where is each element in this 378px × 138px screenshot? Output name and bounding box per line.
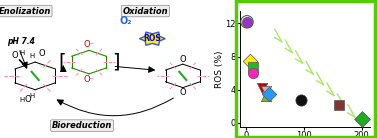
Point: [263, 95, 269, 97]
Y-axis label: ROS (%): ROS (%): [215, 50, 224, 88]
Point: [250, 65, 256, 68]
Point: [244, 21, 250, 23]
Text: O: O: [25, 95, 31, 104]
Text: H: H: [29, 53, 34, 59]
Text: ]: ]: [112, 53, 120, 72]
Text: O⁻: O⁻: [84, 40, 94, 49]
Text: O: O: [180, 55, 186, 64]
Text: Enolization: Enolization: [0, 6, 51, 16]
Point: [250, 72, 256, 74]
Text: Oxidation: Oxidation: [122, 6, 168, 16]
Text: ROS: ROS: [144, 34, 161, 43]
Text: O: O: [180, 88, 186, 97]
Text: H: H: [20, 97, 25, 103]
Point: [259, 87, 265, 89]
Text: H: H: [20, 50, 25, 56]
Text: [: [: [58, 53, 66, 72]
Text: O⁻: O⁻: [84, 75, 94, 84]
Text: Bioreduction: Bioreduction: [52, 121, 112, 130]
Point: [244, 21, 250, 23]
Text: pH 7.4: pH 7.4: [7, 37, 35, 46]
Point: [266, 93, 272, 95]
Point: [298, 99, 304, 101]
Point: [248, 60, 254, 62]
Text: O: O: [12, 51, 19, 60]
Point: [336, 104, 342, 106]
Point: [359, 118, 365, 120]
Point: [263, 90, 269, 92]
Text: O: O: [39, 49, 45, 58]
Text: H: H: [29, 93, 34, 99]
Text: O₂: O₂: [119, 16, 132, 26]
Polygon shape: [139, 32, 165, 45]
